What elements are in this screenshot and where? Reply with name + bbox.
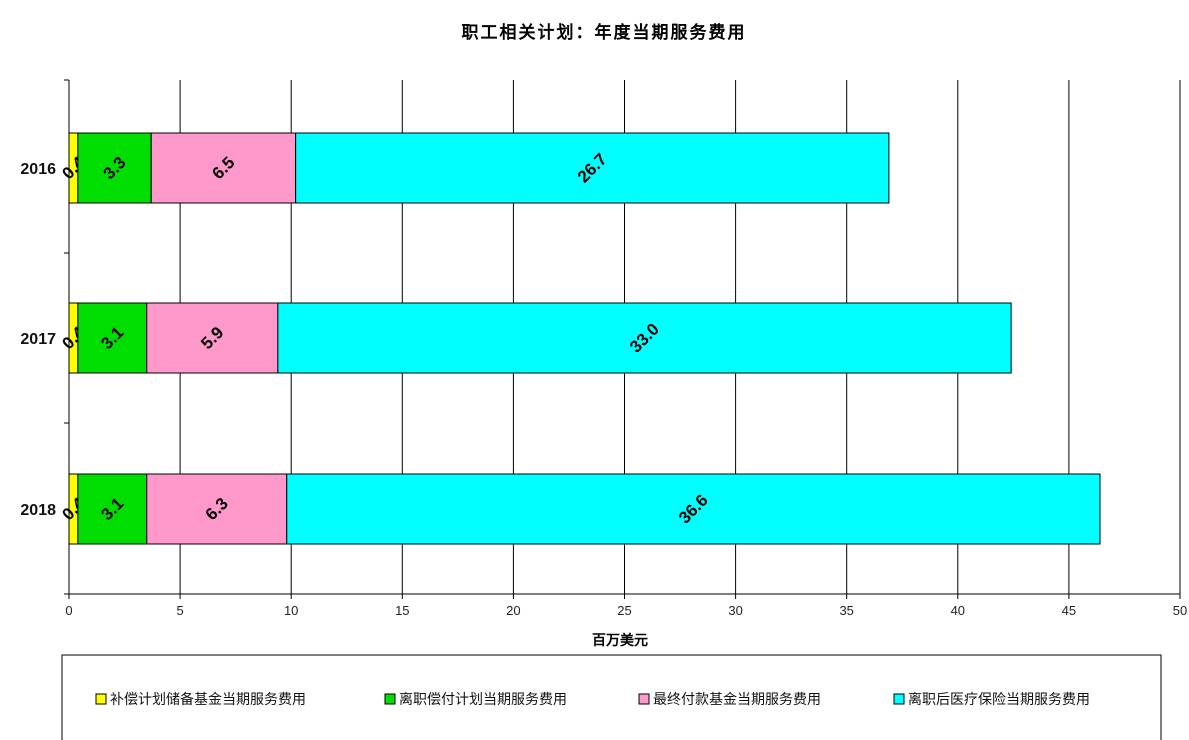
x-tick-label: 25	[617, 603, 631, 618]
category-label: 2017	[20, 331, 56, 348]
x-tick-label: 10	[284, 603, 298, 618]
category-label: 2018	[20, 502, 56, 519]
x-tick-label: 40	[951, 603, 965, 618]
bar-segment	[77, 473, 148, 545]
x-tick-label: 30	[728, 603, 742, 618]
x-tick-label: 50	[1173, 603, 1187, 618]
bars: 0.4 3.3 6.5 26.70.4 3.1 5.9 33.00.4 3.1 6.3 36.6	[58, 132, 1101, 545]
legend-label: 离职后医疗保险当期服务费用	[908, 691, 1090, 707]
x-tick-label: 45	[1062, 603, 1076, 618]
chart-title: 职工相关计划：年度当期服务费用	[462, 22, 747, 43]
legend-label: 最终付款基金当期服务费用	[653, 691, 821, 707]
bar-segment	[295, 132, 890, 204]
x-tick-label: 15	[395, 603, 409, 618]
legend: 补偿计划储备基金当期服务费用 离职偿付计划当期服务费用 最终付款基金当期服务费用 离职…	[61, 654, 1162, 740]
bar-segment	[150, 132, 297, 204]
legend-swatch	[638, 693, 650, 705]
bar-segment	[277, 302, 1012, 374]
legend-label: 补偿计划储备基金当期服务费用	[110, 691, 306, 707]
bar-segment	[146, 473, 288, 545]
legend-box	[61, 654, 1162, 740]
x-axis-label: 百万美元	[592, 632, 648, 649]
x-tick-label: 35	[839, 603, 853, 618]
x-tick-label: 5	[176, 603, 183, 618]
legend-swatch	[95, 693, 107, 705]
legend-swatch	[384, 693, 396, 705]
bar-segment	[286, 473, 1101, 545]
x-tick-label: 20	[506, 603, 520, 618]
category-label: 2016	[20, 161, 56, 178]
legend-swatch	[893, 693, 905, 705]
bar-segment	[146, 302, 279, 374]
axes: 0 5 10 15 20 25 30 35 40 45 50 2016 2017 2018	[20, 79, 1187, 618]
legend-label: 离职偿付计划当期服务费用	[399, 691, 567, 707]
x-tick-label: 0	[65, 603, 72, 618]
